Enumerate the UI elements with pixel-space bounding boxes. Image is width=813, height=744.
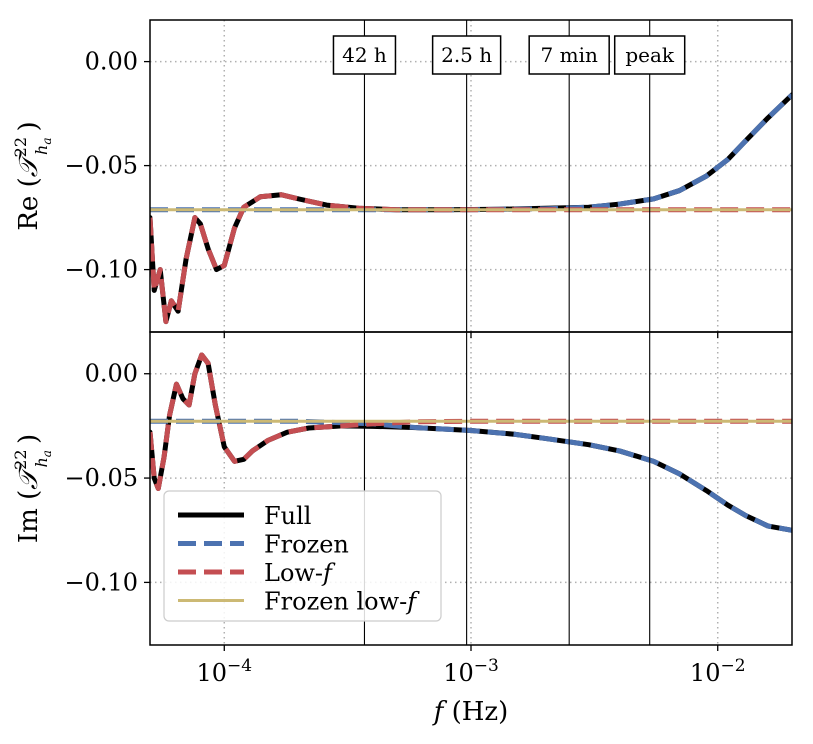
legend-label: Full	[264, 502, 311, 530]
legend-box	[163, 490, 442, 622]
annotation-box-frame	[332, 35, 397, 75]
top-ytick-label: −0.05	[64, 152, 138, 180]
top-series-low-f	[150, 192, 792, 325]
annotation-label: peak	[625, 43, 675, 67]
annotation-box-frame	[613, 35, 686, 75]
annotation-box-1: 2.5 h	[431, 35, 502, 75]
bottom-ytick-label: −0.10	[64, 568, 138, 596]
axis-label-layer: Re (𝒯22 ha) Im (𝒯22 ha) f (Hz)	[11, 121, 508, 727]
legend-label: Low-f	[264, 559, 336, 587]
bottom-ytick-label: 0.00	[85, 360, 138, 388]
top-series-frozen	[150, 93, 792, 213]
annotation-box-3: peak	[613, 35, 686, 75]
annotation-box-frame	[431, 35, 502, 75]
bottom-xtick-label: 10−4	[196, 656, 252, 687]
legend-entry-frozen: Frozen	[178, 531, 349, 559]
bottom-ytick-label: −0.05	[64, 464, 138, 492]
annotation-label: 7 min	[541, 43, 598, 67]
top-ylabel: Re (𝒯22 ha)	[11, 121, 54, 230]
annotation-box-0: 42 h	[332, 35, 397, 75]
series-layer	[150, 92, 792, 533]
top-ytick-label: 0.00	[85, 48, 138, 76]
annotation-label: 42 h	[342, 43, 387, 67]
legend-label: Frozen	[264, 531, 349, 559]
legend-label: Frozen low-f	[264, 588, 420, 616]
top-ytick-label: −0.10	[64, 256, 138, 284]
annotation-label: 2.5 h	[441, 43, 492, 67]
top-series-group	[150, 92, 792, 325]
bottom-xtick-label: 10−3	[443, 656, 499, 687]
bottom-series-frozen	[150, 418, 792, 533]
xlabel: f (Hz)	[432, 697, 509, 727]
tick-layer: 0.00 −0.05 −0.10 0.00 −0.05 −0.10 10−4 10−3 10−2	[64, 48, 745, 687]
bottom-series-group	[150, 352, 792, 533]
legend-entry-full: Full	[178, 502, 311, 530]
annotation-box-2: 7 min	[528, 35, 610, 75]
annotation-box-frame	[528, 35, 610, 75]
bottom-xtick-label: 10−2	[690, 656, 746, 687]
annotation-layer: 42 h 2.5 h 7 min peak	[332, 20, 686, 645]
bottom-ylabel: Im (𝒯22 ha)	[11, 434, 54, 543]
